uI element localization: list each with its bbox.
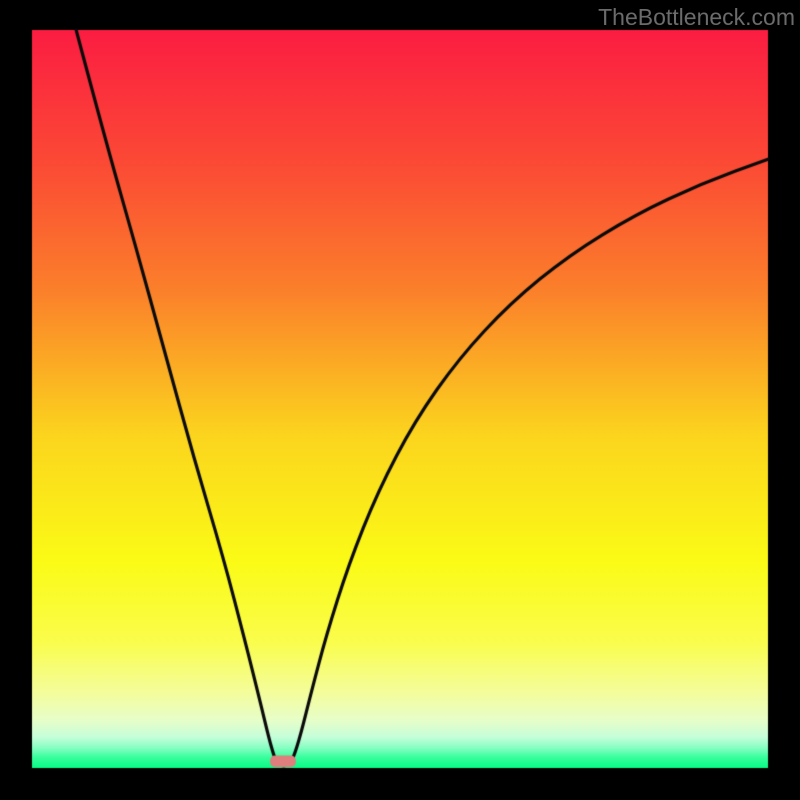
watermark-text: TheBottleneck.com <box>598 4 795 31</box>
chart-container: TheBottleneck.com <box>0 0 800 800</box>
bottleneck-chart-canvas <box>0 0 800 800</box>
